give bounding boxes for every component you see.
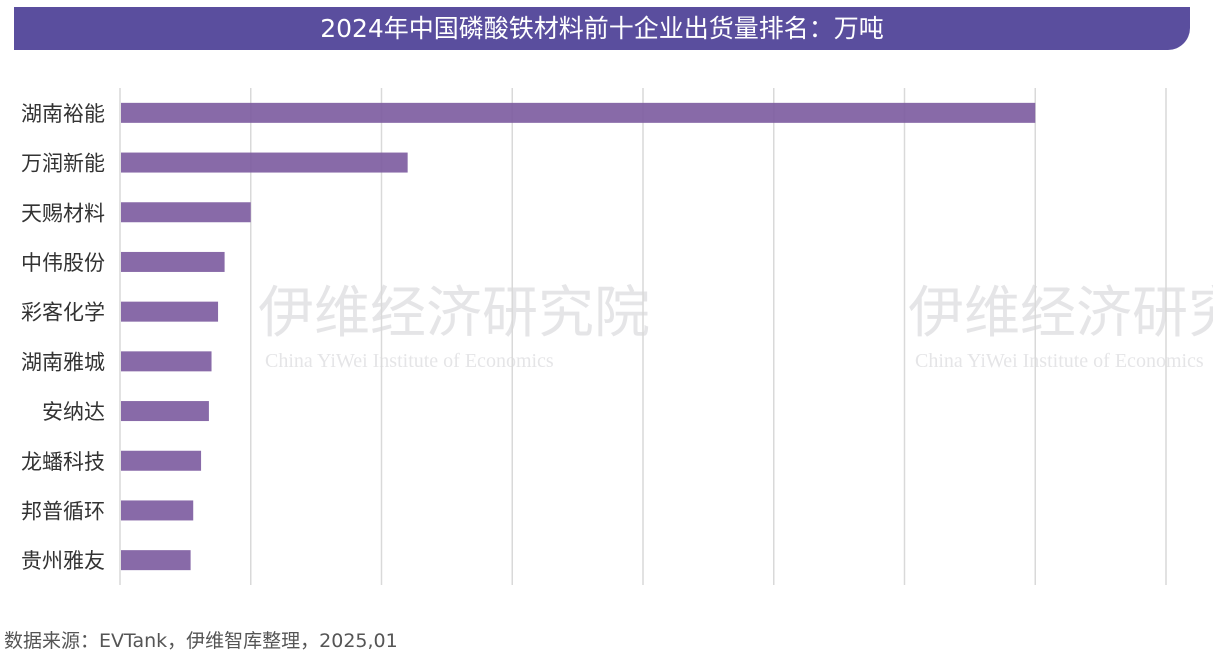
category-label: 贵州雅友 bbox=[21, 549, 105, 573]
category-label: 湖南裕能 bbox=[21, 102, 105, 126]
bar bbox=[121, 301, 219, 322]
bar bbox=[121, 351, 212, 372]
bar bbox=[121, 500, 194, 521]
category-label: 安纳达 bbox=[42, 400, 105, 424]
chart-title: 2024年中国磷酸铁材料前十企业出货量排名：万吨 bbox=[14, 7, 1190, 50]
category-label: 彩客化学 bbox=[21, 301, 105, 325]
bar bbox=[121, 401, 209, 422]
watermark-text: China YiWei Institute of Economics bbox=[265, 350, 554, 372]
category-label: 湖南雅城 bbox=[21, 350, 105, 374]
bar bbox=[121, 450, 202, 471]
category-label: 龙蟠科技 bbox=[21, 450, 105, 474]
category-label: 中伟股份 bbox=[21, 251, 105, 275]
bar bbox=[121, 202, 251, 223]
category-label: 邦普循环 bbox=[21, 499, 105, 523]
bar bbox=[121, 152, 408, 173]
category-label: 万润新能 bbox=[21, 152, 105, 176]
watermark-text: 伊维经济研究院 bbox=[258, 281, 650, 346]
source-note: 数据来源：EVTank，伊维智库整理，2025,01 bbox=[4, 630, 398, 652]
watermark-text: 伊维经济研究院 bbox=[908, 281, 1213, 346]
category-label: 天赐材料 bbox=[21, 201, 105, 225]
watermark-text: China YiWei Institute of Economics bbox=[915, 350, 1204, 372]
bar bbox=[121, 251, 225, 272]
bar bbox=[121, 102, 1036, 123]
bar bbox=[121, 550, 191, 571]
